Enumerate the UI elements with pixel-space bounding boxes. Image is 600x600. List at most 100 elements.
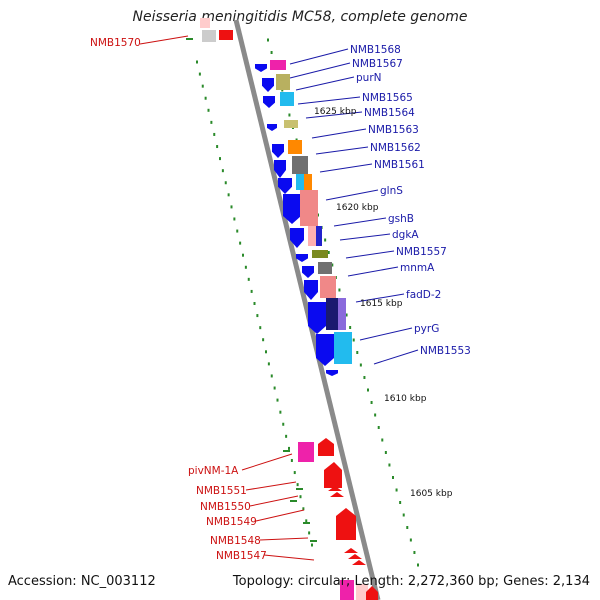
- cds-arrow: [302, 266, 314, 278]
- gene-label-nmb1563[interactable]: NMB1563: [368, 124, 419, 136]
- cds-arrow: [278, 178, 292, 194]
- feature-box: [338, 298, 346, 330]
- feature-box: [340, 580, 354, 600]
- gene-label-mnma[interactable]: mnmA: [400, 262, 435, 274]
- gene-label-nmb1562[interactable]: NMB1562: [370, 142, 421, 154]
- gene-label-nmb1553[interactable]: NMB1553: [420, 345, 471, 357]
- gc-tick: [290, 458, 293, 462]
- leader-line: [355, 293, 405, 303]
- gc-dash: [283, 450, 290, 452]
- gene-label-purn[interactable]: purN: [356, 72, 382, 84]
- gc-tick: [233, 217, 236, 221]
- top-features: [200, 18, 233, 42]
- gc-tick: [276, 398, 279, 402]
- position-label-1620-kbp: 1620 kbp: [336, 203, 379, 213]
- gene-label-pyrg[interactable]: pyrG: [414, 323, 439, 335]
- feature-box: [276, 74, 290, 90]
- gc-tick: [247, 277, 250, 281]
- feature-block: [219, 30, 233, 40]
- reverse-chevron: [330, 492, 344, 497]
- gc-tick: [267, 362, 270, 366]
- leader-line: [297, 96, 361, 105]
- gc-tick: [392, 476, 394, 479]
- gc-tick: [273, 386, 276, 390]
- gc-tick: [293, 471, 296, 475]
- leader-line: [289, 48, 349, 65]
- label-leader-lines: [139, 35, 419, 561]
- gc-tick: [282, 422, 285, 426]
- gc-tick: [198, 72, 201, 76]
- gc-dash: [296, 488, 303, 490]
- cds-arrow: [308, 302, 326, 334]
- functional-category-features: [270, 60, 352, 364]
- gene-label-nmb1567[interactable]: NMB1567: [352, 58, 403, 70]
- cds-arrow: [290, 228, 304, 248]
- gc-tick: [384, 451, 387, 454]
- gc-tick: [352, 338, 355, 342]
- gc-tick: [239, 241, 242, 245]
- feature-box: [300, 190, 318, 226]
- gene-label-gshb[interactable]: gshB: [388, 213, 414, 225]
- gene-label-nmb1551[interactable]: NMB1551: [196, 485, 247, 497]
- gc-dash: [303, 522, 310, 524]
- leader-line: [263, 554, 315, 561]
- gc-tick: [253, 302, 256, 305]
- gc-tick: [242, 253, 244, 257]
- gene-label-dgka[interactable]: dgkA: [392, 229, 419, 241]
- leader-line: [295, 76, 355, 91]
- cds-arrow: [267, 124, 277, 131]
- gc-tick: [279, 410, 282, 414]
- feature-block: [200, 18, 210, 28]
- gene-label-nmb1561[interactable]: NMB1561: [374, 159, 425, 171]
- gene-label-nmb1564[interactable]: NMB1564: [364, 107, 415, 119]
- leader-line: [311, 128, 367, 139]
- accession-text: Accession: NC_003112: [8, 574, 156, 589]
- gc-tick: [409, 538, 412, 542]
- leader-line: [345, 250, 395, 259]
- gene-label-nmb1548[interactable]: NMB1548: [210, 535, 261, 547]
- gc-tick: [288, 446, 290, 450]
- gc-tick: [227, 193, 230, 197]
- map-title: Neisseria meningitidis MC58, complete ge…: [132, 9, 468, 25]
- gc-tick: [299, 495, 302, 499]
- feature-box: [292, 156, 308, 174]
- gene-label-fadd-2[interactable]: fadD-2: [406, 289, 441, 301]
- gene-label-nmb1570[interactable]: NMB1570: [90, 37, 141, 49]
- leader-line: [359, 327, 413, 341]
- gc-tick: [349, 326, 352, 329]
- gc-tick: [356, 351, 359, 354]
- gc-tick: [219, 157, 221, 161]
- gc-tick: [262, 338, 265, 342]
- gene-label-pivnm-1a[interactable]: pivNM-1A: [188, 465, 239, 477]
- position-label-1625-kbp: 1625 kbp: [314, 107, 357, 117]
- gene-label-nmb1557[interactable]: NMB1557: [396, 246, 447, 258]
- gene-label-glns[interactable]: glnS: [380, 185, 403, 197]
- leader-line: [241, 453, 293, 471]
- gc-tick: [413, 551, 416, 554]
- leader-line: [289, 62, 351, 79]
- gene-label-nmb1550[interactable]: NMB1550: [200, 501, 251, 513]
- reverse-arrow: [324, 462, 342, 488]
- reverse-chevron: [352, 560, 366, 565]
- gc-dash: [186, 38, 193, 40]
- feature-box: [284, 120, 298, 128]
- gc-tick: [244, 265, 247, 269]
- gc-tick: [259, 326, 262, 330]
- feature-box: [304, 174, 312, 190]
- cds-arrow: [263, 96, 275, 108]
- gc-tick: [230, 205, 233, 209]
- feature-box: [280, 92, 294, 106]
- gc-tick: [285, 434, 288, 438]
- feature-box: [326, 298, 338, 330]
- gene-label-nmb1568[interactable]: NMB1568: [350, 44, 401, 56]
- leader-line: [249, 495, 299, 507]
- gc-tick: [288, 113, 291, 117]
- gene-label-nmb1547[interactable]: NMB1547: [216, 550, 267, 562]
- gc-tick: [338, 288, 341, 292]
- gc-tick: [308, 531, 311, 535]
- gene-label-nmb1565[interactable]: NMB1565: [362, 92, 413, 104]
- gc-tick: [395, 488, 398, 492]
- gene-label-nmb1549[interactable]: NMB1549: [206, 516, 257, 528]
- feature-box: [312, 250, 328, 258]
